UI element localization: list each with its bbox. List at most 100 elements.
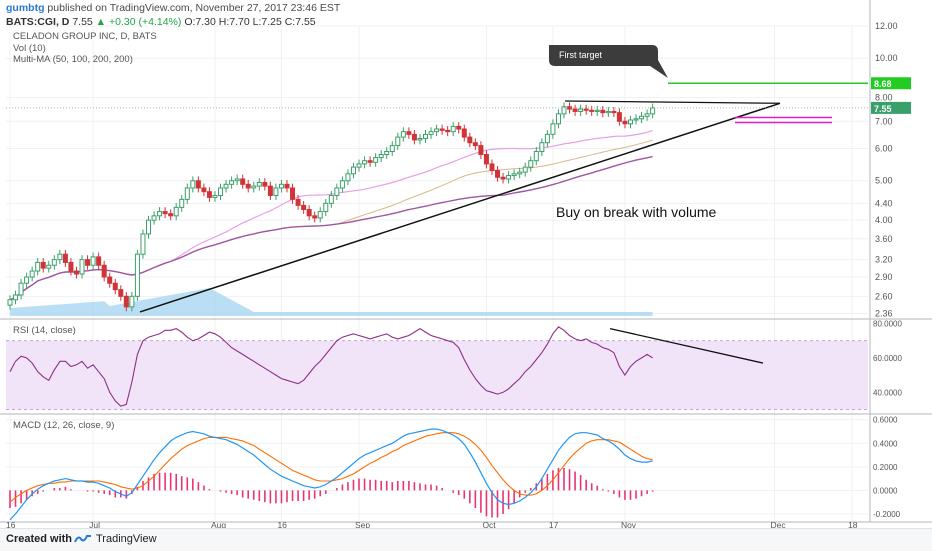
candle-body xyxy=(317,211,323,219)
candle-body xyxy=(345,173,351,182)
candle-body xyxy=(134,253,140,297)
candle-body xyxy=(489,163,495,171)
last-price-badge xyxy=(871,101,911,114)
candle-body xyxy=(356,163,362,168)
macd-line xyxy=(9,428,653,521)
candle-body xyxy=(240,178,246,185)
candle-body xyxy=(245,183,251,189)
change-arrow-icon: ▲ xyxy=(95,16,107,28)
candle-body xyxy=(478,145,484,156)
candle-body xyxy=(544,133,550,144)
candle-body xyxy=(533,150,539,162)
candle-body xyxy=(107,276,113,284)
candle-body xyxy=(622,120,628,125)
macd-tick-label: 0.0000 xyxy=(873,486,898,495)
candle-body xyxy=(434,128,440,133)
footer-bar: Created with TradingView xyxy=(0,528,932,551)
candle-body xyxy=(290,187,296,200)
candle-body xyxy=(184,187,190,200)
candle-body xyxy=(51,259,57,266)
candle-body xyxy=(35,261,41,272)
candle-body xyxy=(400,131,406,138)
candle-body xyxy=(528,160,534,168)
ma-200-line xyxy=(9,155,653,301)
candle-body xyxy=(57,253,63,261)
candle-body xyxy=(495,169,501,178)
x-tick-label: Oct xyxy=(482,520,496,530)
candle-body xyxy=(633,118,639,121)
candle-body xyxy=(611,110,617,114)
target-price-label: 8.68 xyxy=(874,79,892,89)
candle-body xyxy=(411,133,417,141)
candle-body xyxy=(206,191,212,198)
candle-body xyxy=(146,219,151,235)
candle-body xyxy=(339,180,345,189)
candle-body xyxy=(223,183,229,189)
candle-body xyxy=(278,183,284,189)
macd-tick-label: -0.2000 xyxy=(873,510,901,519)
candle-body xyxy=(594,109,600,112)
candle-body xyxy=(362,160,368,165)
price-tick-label: 3.60 xyxy=(875,234,893,244)
candle-body xyxy=(500,176,506,180)
created-with-text: Created with xyxy=(6,533,73,545)
publish-text: published on TradingView.com, November 2… xyxy=(47,2,341,14)
price-tick-label: 5.00 xyxy=(875,176,893,186)
tradingview-logo-icon xyxy=(74,535,91,543)
candle-body xyxy=(456,125,462,130)
candle-body xyxy=(312,215,318,219)
candle-body xyxy=(461,128,467,138)
candle-body xyxy=(273,187,279,196)
author-name[interactable]: gumbtg xyxy=(6,2,45,14)
macd-tick-label: 0.6000 xyxy=(873,416,898,425)
candle-body xyxy=(472,142,478,147)
ohlc-values: O:7.30 H:7.70 L:7.25 C:7.55 xyxy=(184,16,316,28)
multi-ma-label: Multi-MA (50, 100, 200, 200) xyxy=(13,54,133,65)
last-price: 7.55 xyxy=(72,16,93,28)
candle-body xyxy=(101,264,107,278)
callout-bubble xyxy=(549,45,668,78)
macd-pane-title: MACD (12, 26, close, 9) xyxy=(13,420,115,431)
candle-body xyxy=(605,110,611,114)
resistance-line xyxy=(564,100,781,104)
candle-body xyxy=(616,112,622,122)
candle-body xyxy=(550,123,556,135)
rsi-tick-label: 80.0000 xyxy=(873,319,902,328)
tradingview-brand[interactable]: TradingView xyxy=(96,533,157,545)
x-tick-label: Aug xyxy=(211,520,226,530)
candle-body xyxy=(168,213,174,217)
candle-body xyxy=(179,198,185,208)
candle-body xyxy=(118,289,124,297)
candle-body xyxy=(85,259,91,266)
candle-body xyxy=(644,113,650,117)
price-tick-label: 2.90 xyxy=(875,272,893,282)
candle-body xyxy=(572,108,578,112)
candle-body xyxy=(13,294,19,301)
candle-body xyxy=(218,187,224,196)
candle-body xyxy=(428,131,434,135)
candle-body xyxy=(439,128,445,131)
candle-body xyxy=(267,185,273,196)
candle-body xyxy=(40,261,46,269)
price-tick-label: 6.00 xyxy=(875,144,893,154)
price-tick-label: 10.00 xyxy=(875,53,898,63)
x-tick-label: Sep xyxy=(355,520,370,530)
candle-body xyxy=(511,173,517,177)
chart-background xyxy=(0,0,932,528)
candle-body xyxy=(445,129,451,133)
candle-body xyxy=(256,182,262,187)
candle-body xyxy=(384,150,390,156)
candle-body xyxy=(46,264,52,269)
candle-body xyxy=(234,178,240,182)
volume-area xyxy=(10,288,653,316)
x-tick-label: 17 xyxy=(549,520,559,530)
candle-body xyxy=(395,136,401,147)
candle-body xyxy=(517,171,523,175)
candle-body xyxy=(522,166,528,173)
candle-body xyxy=(423,133,428,139)
x-tick-label: 16 xyxy=(277,520,287,530)
candle-body xyxy=(555,113,561,125)
macd-tick-label: 0.2000 xyxy=(873,463,898,472)
candle-body xyxy=(90,256,96,266)
